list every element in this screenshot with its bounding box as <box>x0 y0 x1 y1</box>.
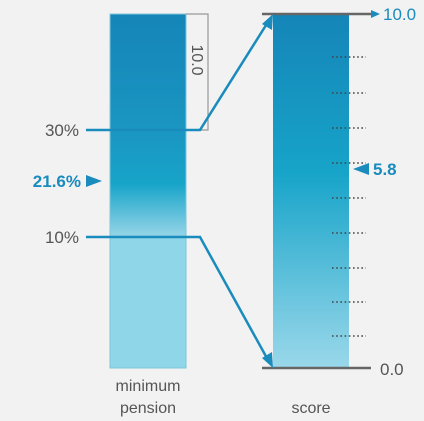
mark-10-label: 10% <box>45 228 79 247</box>
mark-30-label: 30% <box>45 121 79 140</box>
left-bar-caption-line1: minimum <box>116 378 181 395</box>
minimum-pension-bar-lower <box>110 237 186 368</box>
minimum-pension-value: 21.6% <box>33 172 81 191</box>
score-ticks <box>332 56 366 337</box>
score-value: 5.8 <box>373 160 397 179</box>
score-indicator-arrow <box>353 163 369 175</box>
right-bar-caption: score <box>291 400 330 417</box>
minimum-pension-indicator-arrow <box>86 175 102 187</box>
mapping-line-upper <box>86 21 270 132</box>
bracket-label: 10.0 <box>188 44 205 75</box>
minimum-pension-bar-edge <box>109 13 187 369</box>
mapping-arrow-lower <box>262 352 273 368</box>
score-top-tick-arrow <box>371 10 380 18</box>
left-bar-caption-line2: pension <box>120 400 176 417</box>
mapping-line-lower <box>86 235 270 361</box>
score-max-label: 10.0 <box>383 5 416 24</box>
mapping-arrow-upper <box>262 14 273 30</box>
score-bar <box>273 14 349 368</box>
score-min-label: 0.0 <box>380 360 404 379</box>
